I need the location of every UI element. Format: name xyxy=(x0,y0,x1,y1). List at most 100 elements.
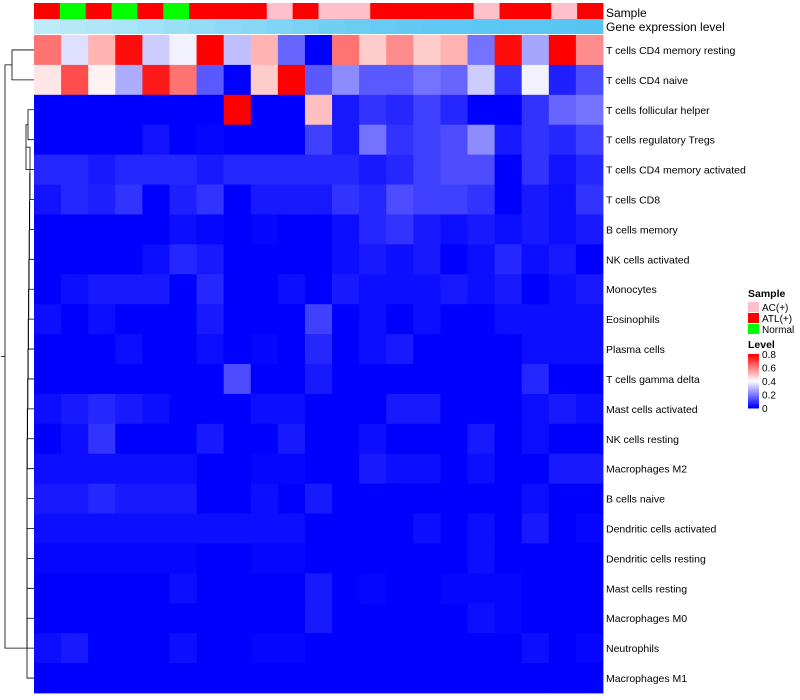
heatmap-cell xyxy=(413,35,441,66)
heatmap-cell xyxy=(115,154,143,185)
heatmap-cell xyxy=(413,603,441,634)
heatmap-cell xyxy=(359,35,387,66)
heatmap-cell xyxy=(304,35,333,66)
sample-annotation-cell xyxy=(396,3,423,19)
heatmap-cell xyxy=(88,214,116,245)
heatmap-cell xyxy=(521,64,550,96)
heatmap-cell xyxy=(169,423,197,455)
heatmap-cell xyxy=(386,274,414,305)
legend-colorbar-segment xyxy=(748,368,759,371)
dendrogram-branch xyxy=(4,64,27,649)
heatmap-cell xyxy=(548,124,577,156)
heatmap-cell xyxy=(413,573,441,604)
heatmap-cell xyxy=(332,453,360,485)
heatmap-cell xyxy=(359,124,387,156)
heatmap-cell xyxy=(223,244,252,275)
heatmap-cell xyxy=(467,513,496,544)
heatmap-cell xyxy=(223,154,252,185)
gene-expression-level-cell xyxy=(163,19,190,34)
legend-sample-label: ATL(+) xyxy=(762,314,792,325)
heatmap-cell xyxy=(548,244,577,275)
row-label: Eosinophils xyxy=(606,314,660,326)
heatmap-cell xyxy=(142,274,170,305)
heatmap-cell xyxy=(115,453,143,485)
heatmap-cell xyxy=(61,573,89,604)
legend-colorbar-segment xyxy=(748,364,759,367)
sample-annotation-cell xyxy=(111,3,138,19)
heatmap-cell xyxy=(304,64,333,96)
legend-colorbar-segment xyxy=(748,387,759,390)
legend-colorbar-segment xyxy=(748,382,759,385)
heatmap-cell xyxy=(359,334,387,365)
heatmap-cell xyxy=(34,663,62,694)
row-label: T cells CD4 naive xyxy=(606,75,688,87)
sample-annotation-cell xyxy=(215,3,242,19)
heatmap-cell xyxy=(169,244,197,275)
heatmap-cell xyxy=(359,64,387,96)
heatmap-cell xyxy=(332,364,360,395)
heatmap-cell xyxy=(413,154,441,185)
heatmap-cell xyxy=(169,603,197,634)
heatmap-cell xyxy=(88,663,116,694)
heatmap-cell xyxy=(142,423,170,455)
heatmap-cell xyxy=(494,64,523,96)
sample-annotation-cell xyxy=(318,3,345,19)
legend-colorbar-segment xyxy=(748,376,759,379)
heatmap-cell xyxy=(332,154,360,185)
heatmap-cell xyxy=(413,94,441,126)
heatmap-cell xyxy=(548,603,577,634)
heatmap-cell xyxy=(169,154,197,185)
heatmap-cell xyxy=(277,334,306,365)
heatmap-cell xyxy=(359,663,387,694)
heatmap-cell xyxy=(467,603,496,634)
heatmap-cell xyxy=(494,543,523,574)
heatmap-cell xyxy=(304,244,333,275)
sample-annotation-track xyxy=(34,3,604,19)
heatmap-cells xyxy=(34,35,604,694)
heatmap-cell xyxy=(521,453,550,485)
heatmap-cell xyxy=(61,64,89,96)
heatmap-cell xyxy=(521,334,550,365)
legend-colorbar-segment xyxy=(748,397,759,400)
heatmap-cell xyxy=(115,64,143,96)
heatmap-cell xyxy=(88,154,116,185)
heatmap-cell xyxy=(413,244,441,275)
heatmap-cell xyxy=(386,334,414,365)
heatmap-cell xyxy=(34,603,62,634)
dendrogram-branch xyxy=(28,229,34,290)
legend-level-tick: 0.6 xyxy=(762,364,776,375)
heatmap-cell xyxy=(467,364,496,395)
heatmap-cell xyxy=(386,304,414,335)
heatmap-cell xyxy=(115,184,143,215)
heatmap-cell xyxy=(548,304,577,335)
heatmap-cell xyxy=(34,483,62,514)
heatmap-cell xyxy=(440,35,468,66)
heatmap-cell xyxy=(575,633,604,664)
gene-expression-level-cell xyxy=(34,19,61,34)
heatmap-cell xyxy=(386,124,414,156)
heatmap-cell xyxy=(440,663,468,694)
legend-colorbar-segment xyxy=(748,354,759,356)
legend-colorbar-segment xyxy=(748,391,759,394)
heatmap-cell xyxy=(250,334,279,365)
heatmap-cell xyxy=(88,453,116,485)
legend-sample-title: Sample xyxy=(748,288,786,300)
heatmap-cell xyxy=(467,244,496,275)
heatmap-cell xyxy=(61,214,89,245)
heatmap-cell xyxy=(413,364,441,395)
sample-annotation-cell xyxy=(34,3,61,19)
heatmap-cell xyxy=(250,64,279,96)
heatmap-cell xyxy=(304,633,333,664)
heatmap-cell xyxy=(467,543,496,574)
heatmap-cell xyxy=(386,184,414,215)
heatmap-cell xyxy=(440,64,468,96)
heatmap-cell xyxy=(196,334,225,365)
heatmap-cell xyxy=(304,663,333,694)
heatmap-cell xyxy=(575,124,604,156)
sample-track-label: Sample xyxy=(606,6,647,20)
heatmap-cell xyxy=(250,244,279,275)
heatmap-cell xyxy=(359,94,387,126)
sample-annotation-cell xyxy=(240,3,268,19)
heatmap-cell xyxy=(575,573,604,604)
heatmap-cell xyxy=(115,573,143,604)
